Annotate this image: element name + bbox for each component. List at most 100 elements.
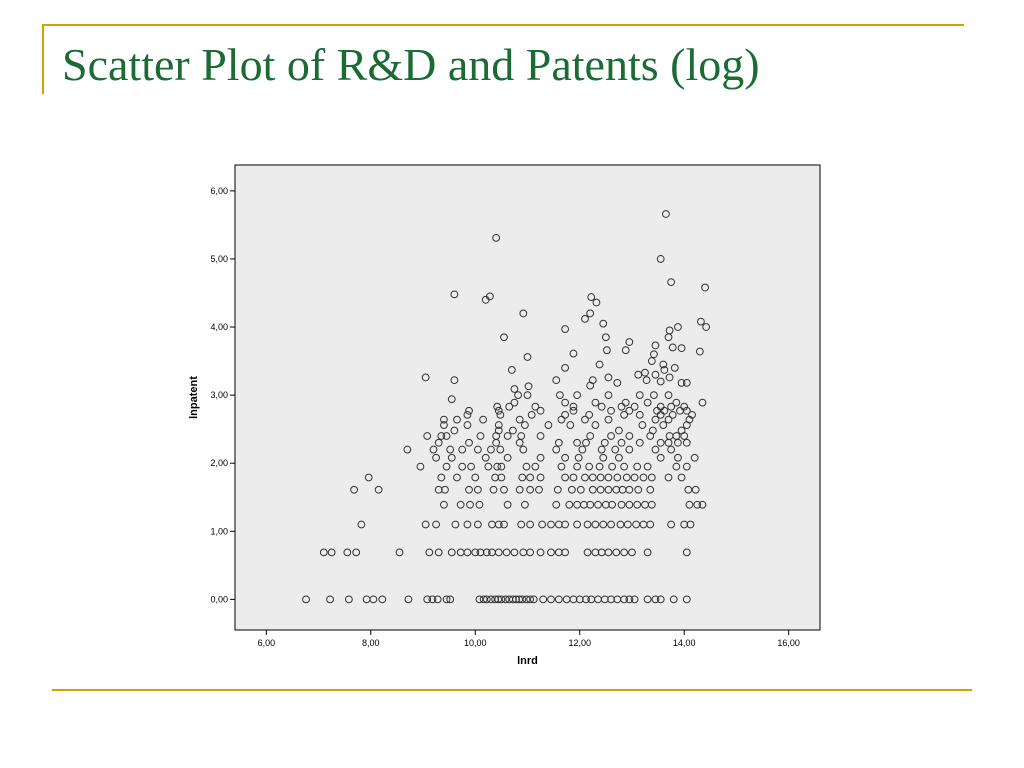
- data-point: [565, 500, 574, 509]
- data-point: [566, 421, 575, 429]
- data-point: [423, 595, 432, 604]
- data-points: [302, 210, 711, 604]
- data-point: [494, 426, 503, 435]
- data-point: [604, 373, 613, 382]
- data-point: [517, 432, 526, 440]
- data-point: [611, 445, 620, 454]
- data-point: [520, 500, 529, 509]
- data-point: [647, 500, 656, 509]
- data-point: [688, 410, 696, 419]
- data-point: [643, 462, 652, 471]
- data-point: [476, 548, 485, 557]
- data-point: [656, 453, 665, 462]
- data-point: [440, 421, 448, 429]
- data-point: [487, 595, 495, 604]
- data-point: [552, 445, 561, 454]
- data-point: [485, 292, 494, 301]
- data-point: [553, 485, 562, 494]
- data-point: [544, 421, 553, 429]
- data-point: [651, 595, 660, 604]
- data-point: [442, 595, 451, 604]
- data-point: [343, 548, 352, 557]
- data-point: [403, 445, 412, 454]
- data-point: [434, 485, 443, 494]
- data-point: [651, 341, 660, 350]
- data-point: [473, 520, 482, 529]
- data-point: [670, 363, 679, 372]
- data-point: [595, 462, 604, 471]
- data-point: [482, 548, 491, 557]
- data-point: [344, 595, 353, 604]
- data-point: [500, 485, 508, 494]
- y-tick-label: 0,00: [210, 594, 228, 604]
- data-point: [433, 595, 442, 604]
- data-point: [585, 462, 594, 471]
- data-point: [552, 376, 561, 385]
- data-point: [693, 500, 702, 509]
- data-point: [442, 432, 451, 440]
- data-point: [437, 432, 446, 440]
- x-axis-title: lnrd: [517, 655, 538, 667]
- data-point: [536, 432, 545, 440]
- data-point: [319, 548, 328, 557]
- data-point: [475, 500, 484, 509]
- data-point: [326, 595, 334, 604]
- data-point: [656, 377, 665, 386]
- data-point: [514, 391, 522, 400]
- data-point: [634, 370, 643, 379]
- data-point: [596, 473, 605, 482]
- data-point: [497, 462, 506, 471]
- data-point: [639, 473, 648, 482]
- data-point: [690, 453, 699, 462]
- x-tick-label: 10,00: [464, 638, 487, 648]
- data-point: [620, 595, 629, 604]
- data-point: [573, 520, 582, 529]
- data-point: [608, 500, 617, 509]
- y-tick-label: 2,00: [210, 458, 228, 468]
- data-point: [536, 548, 545, 557]
- data-point: [597, 445, 606, 454]
- data-point: [450, 426, 459, 435]
- data-point: [450, 290, 459, 299]
- data-point: [591, 520, 600, 529]
- data-point: [561, 325, 570, 333]
- data-point: [648, 426, 657, 435]
- data-point: [650, 391, 658, 400]
- data-point: [612, 485, 621, 494]
- data-point: [604, 415, 613, 424]
- data-point: [522, 595, 531, 604]
- y-axis-title: lnpatent: [188, 376, 200, 419]
- data-point: [667, 278, 676, 287]
- data-point: [617, 438, 626, 447]
- data-point: [615, 453, 623, 462]
- data-point: [613, 473, 622, 482]
- data-point: [527, 410, 536, 419]
- data-point: [442, 462, 451, 471]
- data-point: [686, 520, 695, 529]
- data-point: [662, 210, 670, 218]
- data-point: [432, 453, 440, 462]
- data-point: [500, 520, 508, 529]
- data-point: [612, 548, 621, 557]
- data-point: [651, 370, 660, 379]
- data-point: [667, 402, 676, 411]
- data-point: [651, 415, 660, 424]
- data-point: [471, 473, 480, 482]
- data-point: [518, 595, 527, 604]
- data-point: [522, 462, 531, 471]
- data-point: [633, 462, 642, 471]
- data-point: [602, 346, 611, 355]
- data-point: [607, 432, 615, 440]
- data-point: [466, 500, 474, 509]
- data-point: [497, 595, 506, 604]
- data-point: [595, 360, 604, 369]
- data-point: [615, 426, 623, 435]
- data-point: [539, 595, 548, 604]
- data-point: [374, 485, 383, 494]
- data-point: [494, 421, 503, 429]
- data-point: [547, 595, 555, 604]
- data-point: [518, 473, 527, 482]
- data-point: [467, 462, 475, 471]
- y-tick-label: 5,00: [210, 254, 228, 264]
- data-point: [585, 410, 594, 419]
